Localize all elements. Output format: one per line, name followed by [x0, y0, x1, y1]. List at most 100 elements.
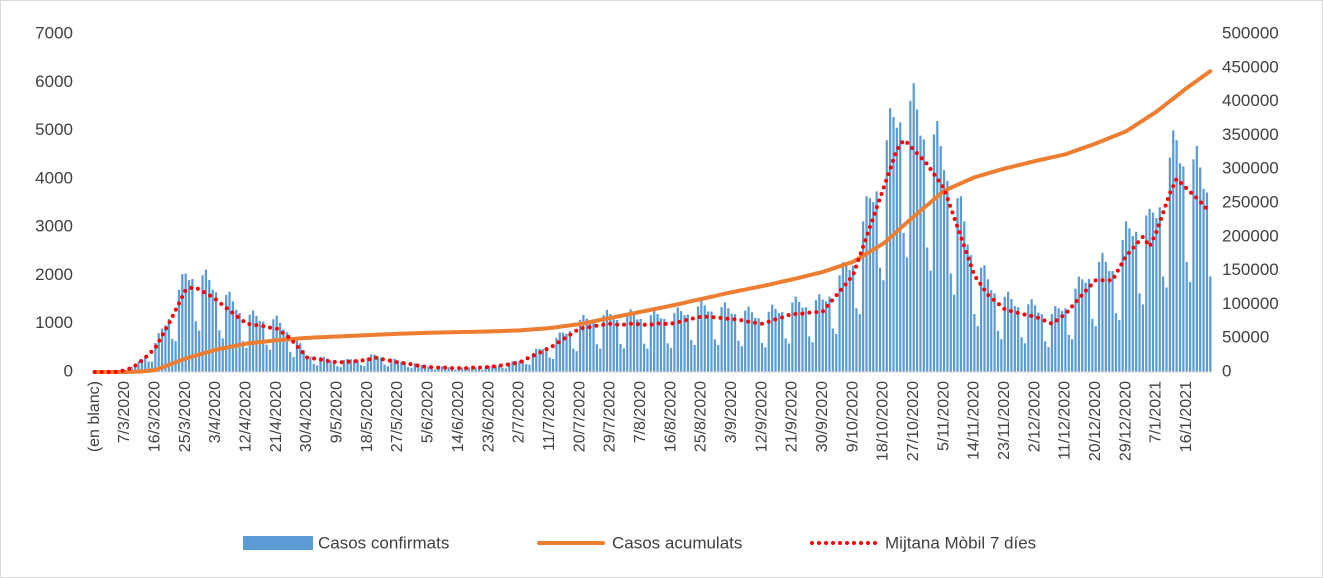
bar	[474, 367, 477, 372]
bar	[666, 343, 669, 372]
x-tick-label: 7/1/2021	[1148, 381, 1165, 443]
bar	[457, 370, 460, 372]
bar	[872, 202, 875, 372]
bar	[862, 221, 865, 372]
bar	[339, 367, 342, 372]
bar	[744, 310, 747, 372]
bar	[808, 336, 811, 372]
bar	[824, 301, 828, 372]
bar	[238, 313, 241, 372]
bar	[204, 269, 208, 372]
bar	[1033, 305, 1037, 372]
x-tick-label: (en blanc)	[86, 381, 103, 452]
y2-tick-label: 250000	[1222, 192, 1279, 211]
bar	[1182, 166, 1185, 372]
bar	[356, 359, 359, 372]
x-tick-label: 2/7/2020	[511, 381, 528, 443]
bar	[892, 117, 895, 373]
bar	[231, 301, 234, 372]
bar	[332, 360, 336, 372]
x-tick-label: 23/11/2020	[996, 381, 1013, 460]
bar	[157, 333, 160, 372]
bar	[221, 338, 224, 372]
bar	[349, 359, 352, 372]
bar	[723, 302, 727, 372]
bar	[922, 139, 925, 372]
bar	[531, 352, 534, 372]
bar	[690, 340, 693, 372]
x-tick-label: 3/9/2020	[723, 381, 740, 443]
bar	[501, 367, 504, 372]
bar	[669, 347, 673, 372]
bar	[629, 309, 632, 372]
bar	[336, 366, 339, 372]
x-tick-label: 14/6/2020	[450, 381, 467, 452]
legend-label: Casos confirmats	[318, 533, 449, 552]
bar	[885, 140, 888, 372]
bar	[575, 351, 578, 372]
bar	[1175, 140, 1178, 372]
y2-tick-label: 150000	[1222, 260, 1279, 279]
bar	[1003, 296, 1006, 372]
bar	[477, 369, 481, 372]
bar	[1027, 304, 1030, 372]
bar	[787, 343, 791, 372]
bar	[835, 333, 838, 372]
bar	[760, 343, 764, 372]
bar	[649, 315, 652, 372]
bar	[619, 343, 622, 372]
bar	[1104, 261, 1107, 372]
bar	[363, 366, 366, 372]
bar	[595, 344, 598, 372]
bar	[154, 343, 157, 372]
y2-tick-label: 0	[1222, 361, 1231, 380]
bar	[1178, 163, 1182, 372]
bar	[939, 146, 942, 372]
bar	[390, 358, 393, 372]
bar	[1040, 314, 1043, 372]
bar	[1199, 167, 1202, 372]
y-tick-label: 2000	[35, 265, 73, 284]
bar	[137, 361, 140, 372]
bar	[895, 127, 898, 372]
bar	[235, 309, 238, 372]
x-tick-label: 16/1/2021	[1178, 381, 1195, 452]
bar	[774, 308, 777, 372]
bar	[194, 321, 197, 372]
bar	[845, 265, 848, 372]
bar	[1091, 318, 1094, 372]
bar	[214, 292, 218, 372]
x-tick-label: 9/5/2020	[329, 381, 346, 443]
bar	[376, 356, 379, 372]
bar	[932, 134, 936, 372]
bar	[855, 308, 858, 372]
bar	[494, 365, 497, 372]
bar	[1131, 236, 1134, 372]
bar	[491, 365, 494, 372]
y2-tick-label: 450000	[1222, 57, 1279, 76]
bar	[730, 313, 733, 372]
bar	[1135, 231, 1138, 372]
legend-swatch	[243, 536, 313, 550]
bar	[140, 359, 143, 372]
bar	[423, 366, 427, 372]
bar	[626, 314, 629, 372]
legend-label: Mijtana Mòbil 7 díes	[885, 533, 1036, 552]
y2-tick-label: 50000	[1222, 328, 1269, 347]
bar	[410, 368, 413, 372]
bar	[292, 357, 295, 372]
bar	[565, 333, 568, 372]
x-tick-label: 30/4/2020	[298, 381, 315, 452]
bar	[592, 322, 595, 372]
bar	[605, 309, 609, 372]
bar	[225, 294, 228, 372]
bar	[882, 280, 885, 372]
bar	[612, 319, 615, 372]
bar	[1185, 261, 1188, 372]
bar	[353, 360, 356, 372]
bar	[764, 347, 767, 372]
bar	[535, 348, 538, 372]
bar	[700, 299, 703, 372]
bar	[1162, 276, 1165, 372]
bar	[983, 265, 986, 372]
